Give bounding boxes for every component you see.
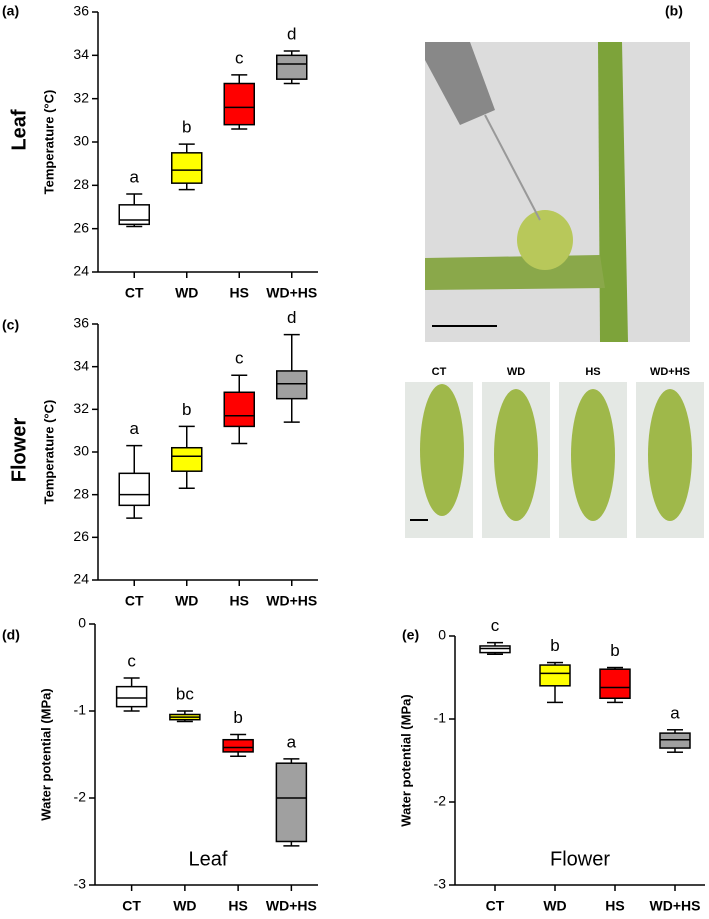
y-tick-label: -2 <box>434 793 447 809</box>
y-tick-label: 28 <box>73 485 89 501</box>
significance-letter: b <box>610 641 619 660</box>
x-tick-label: WD <box>173 898 196 914</box>
x-tick-label: CT <box>125 285 144 301</box>
significance-letter: a <box>130 167 140 186</box>
y-tick-label: 30 <box>73 133 89 149</box>
x-tick-label: WD+HS <box>266 898 317 914</box>
x-tick-label: HS <box>605 898 624 914</box>
panel-label: (e) <box>402 627 419 643</box>
y-axis-label: Water potential (MPa) <box>38 688 53 820</box>
panel-label: (a) <box>2 3 19 19</box>
box <box>479 645 511 654</box>
flower <box>494 389 538 521</box>
needle <box>484 114 541 221</box>
stem <box>598 42 628 342</box>
box <box>276 370 308 400</box>
y-tick-label: 32 <box>73 89 89 105</box>
photo-label: HS <box>585 366 600 378</box>
significance-letter: b <box>182 400 191 419</box>
photo-main <box>425 42 690 342</box>
y-tick-label: 0 <box>438 627 446 643</box>
flower-photos <box>405 382 704 538</box>
box <box>118 472 150 507</box>
y-tick-label: 24 <box>73 263 89 279</box>
y-axis-label: Temperature (°C) <box>41 90 56 195</box>
y-tick-label: 34 <box>73 357 89 373</box>
x-tick-label: CT <box>122 898 141 914</box>
y-tick-label: 24 <box>73 571 89 587</box>
significance-letter: c <box>235 48 244 67</box>
bud <box>517 210 573 270</box>
y-tick-label: 0 <box>78 615 86 631</box>
box <box>115 685 148 708</box>
significance-letter: a <box>130 419 140 438</box>
y-tick-label: 32 <box>73 400 89 416</box>
annotation: Flower <box>550 848 610 870</box>
x-tick-label: WD <box>175 285 198 301</box>
panel-label: (c) <box>2 317 19 333</box>
flower <box>571 389 615 521</box>
photo-label: WD <box>507 366 525 378</box>
y-axis-label: Water potential (MPa) <box>398 694 413 826</box>
x-tick-label: CT <box>486 898 505 914</box>
significance-letter: bc <box>176 684 194 703</box>
x-tick-label: WD+HS <box>650 898 701 914</box>
x-tick-label: HS <box>228 898 247 914</box>
y-tick-label: 30 <box>73 443 89 459</box>
significance-letter: b <box>550 636 559 655</box>
significance-letter: b <box>182 118 191 137</box>
photo-label: WD+HS <box>650 366 690 378</box>
row-label: Leaf <box>8 109 30 150</box>
significance-letter: a <box>287 732 297 751</box>
x-tick-label: CT <box>125 593 144 609</box>
y-tick-label: 28 <box>73 176 89 192</box>
y-tick-label: -3 <box>74 876 87 892</box>
panel-label: (b) <box>665 3 683 19</box>
significance-letter: d <box>287 308 296 327</box>
significance-letter: c <box>235 349 244 368</box>
x-tick-label: HS <box>230 593 249 609</box>
y-tick-label: 26 <box>73 219 89 235</box>
box <box>223 82 255 126</box>
x-tick-label: WD <box>543 898 566 914</box>
significance-letter: d <box>287 24 296 43</box>
box <box>659 732 691 749</box>
probe <box>425 42 495 125</box>
box <box>171 446 203 472</box>
box <box>223 391 255 428</box>
significance-letter: a <box>670 703 680 722</box>
y-tick-label: -2 <box>74 789 87 805</box>
flower <box>420 384 464 516</box>
y-tick-label: 36 <box>73 3 89 19</box>
box <box>275 762 308 843</box>
y-tick-label: 34 <box>73 46 89 62</box>
box <box>171 152 203 184</box>
x-tick-label: WD+HS <box>266 593 317 609</box>
significance-letter: c <box>491 616 500 635</box>
box <box>539 664 571 687</box>
box <box>222 738 254 753</box>
x-tick-label: WD+HS <box>266 285 317 301</box>
significance-letter: b <box>233 708 242 727</box>
x-tick-label: HS <box>230 285 249 301</box>
box <box>276 54 308 80</box>
annotation: Leaf <box>189 848 228 870</box>
y-tick-label: 26 <box>73 528 89 544</box>
y-tick-label: -1 <box>74 702 87 718</box>
y-axis-label: Temperature (°C) <box>41 400 56 505</box>
y-tick-label: 36 <box>73 315 89 331</box>
x-tick-label: WD <box>175 593 198 609</box>
box <box>599 668 631 700</box>
y-tick-label: -3 <box>434 876 447 892</box>
y-tick-label: -1 <box>434 710 447 726</box>
branch <box>425 255 605 290</box>
significance-letter: c <box>127 651 136 670</box>
flower <box>648 389 692 521</box>
panel-label: (d) <box>2 627 20 643</box>
box <box>118 204 150 226</box>
photo-label: CT <box>432 366 447 378</box>
row-label: Flower <box>8 418 30 483</box>
